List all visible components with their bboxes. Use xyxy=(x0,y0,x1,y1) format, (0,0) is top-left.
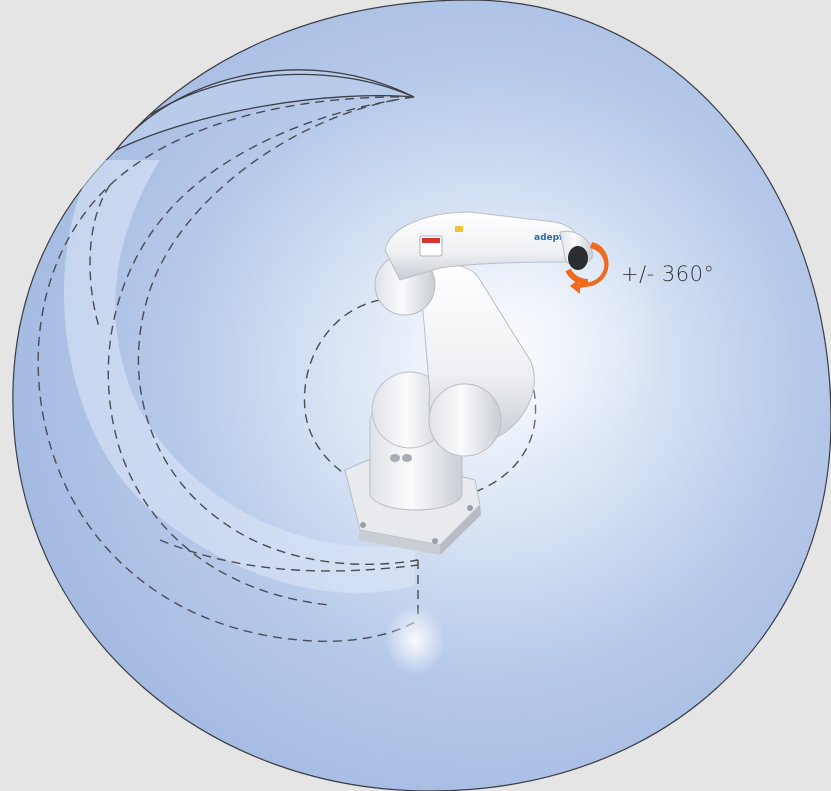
circular-arrow-icon xyxy=(565,242,609,294)
swept-region-highlight xyxy=(63,160,416,594)
reach-crescent-inner xyxy=(149,73,415,116)
rotation-range-label: +/- 360° xyxy=(621,262,715,286)
robot-elbow-lower xyxy=(428,383,502,457)
robot-arm: adept xyxy=(344,211,593,555)
brand-logo-text: adept xyxy=(534,233,564,243)
robot-tool-flange xyxy=(568,246,588,270)
floor-glow xyxy=(385,605,445,675)
